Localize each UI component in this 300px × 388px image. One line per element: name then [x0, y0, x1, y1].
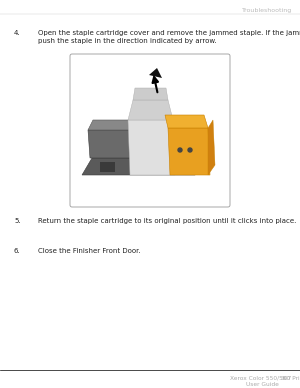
Text: Troubleshooting: Troubleshooting	[242, 8, 292, 13]
Polygon shape	[88, 120, 140, 130]
Polygon shape	[165, 115, 208, 128]
Text: 4.: 4.	[14, 30, 21, 36]
Polygon shape	[149, 68, 162, 78]
Text: 5.: 5.	[14, 218, 21, 224]
Polygon shape	[128, 100, 173, 120]
Polygon shape	[100, 162, 115, 172]
Text: User Guide: User Guide	[246, 382, 278, 387]
Polygon shape	[128, 120, 175, 175]
FancyBboxPatch shape	[70, 54, 230, 207]
Polygon shape	[168, 128, 210, 175]
Text: Close the Finisher Front Door.: Close the Finisher Front Door.	[38, 248, 141, 254]
Polygon shape	[82, 158, 205, 175]
Text: 6.: 6.	[14, 248, 21, 254]
Polygon shape	[88, 130, 140, 158]
Polygon shape	[133, 88, 168, 100]
Circle shape	[188, 148, 192, 152]
Text: Xerox Color 550/560 Printer: Xerox Color 550/560 Printer	[230, 376, 300, 381]
Polygon shape	[208, 120, 215, 175]
Text: 307: 307	[281, 376, 292, 381]
Text: Open the staple cartridge cover and remove the jammed staple. If the jammed stap: Open the staple cartridge cover and remo…	[38, 30, 300, 44]
Circle shape	[178, 148, 182, 152]
Text: Return the staple cartridge to its original position until it clicks into place.: Return the staple cartridge to its origi…	[38, 218, 296, 224]
